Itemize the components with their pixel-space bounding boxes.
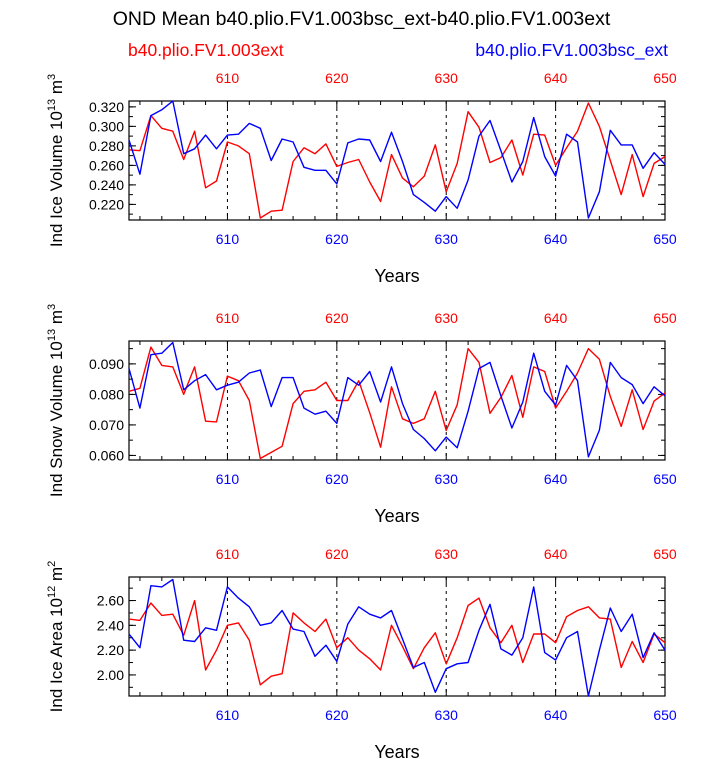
snow-volume-yaxis-title-superscript: 3 xyxy=(46,304,58,310)
ice-volume-xtick-label-bottom: 620 xyxy=(325,231,349,247)
ice-volume-yaxis-title: Ind Ice Volume 1013 m3 xyxy=(46,74,66,247)
ice-area-xtick-label-top: 650 xyxy=(653,546,677,562)
ice-area-xtick-label-bottom: 640 xyxy=(544,707,568,723)
ice-area-xtick-label-bottom: 630 xyxy=(435,707,459,723)
ice-volume-plot-frame xyxy=(128,100,666,221)
ice-area-yaxis-title-part: Ind Ice Area 10 xyxy=(47,598,66,712)
snow-volume-yaxis-title-part: m xyxy=(47,310,66,329)
ice-area-plot-frame xyxy=(128,576,666,697)
snow-volume-xtick-label-top: 620 xyxy=(325,310,349,326)
snow-volume-xtick-label-bottom: 650 xyxy=(653,471,677,487)
ice-volume-xtick-label-top: 620 xyxy=(325,70,349,86)
ice-volume-yaxis-title-superscript: 3 xyxy=(46,74,58,80)
ice-area-xtick-label-bottom: 610 xyxy=(216,707,240,723)
ice-volume-ytick-label: 0.280 xyxy=(89,138,124,154)
snow-volume-ytick-label: 0.060 xyxy=(89,447,124,463)
ice-area-xtick-label-bottom: 620 xyxy=(325,707,349,723)
snow-volume-xtick-label-bottom: 610 xyxy=(216,471,240,487)
snow-volume-plot-frame xyxy=(128,340,666,461)
ice-area-ytick-label: 2.00 xyxy=(97,667,124,683)
ice-area-xtick-label-top: 640 xyxy=(544,546,568,562)
ice-volume-xtick-label-bottom: 650 xyxy=(653,231,677,247)
ice-area-xaxis-title: Years xyxy=(374,742,419,759)
ice-area-yaxis-title: Ind Ice Area 1012 m2 xyxy=(46,561,66,713)
ice-volume-ytick-label: 0.240 xyxy=(89,177,124,193)
ice-area-chart: 610 610 620 620 630 630 640 640 650 650 2.00 2.20 2.… xyxy=(46,546,677,759)
ice-volume-ytick-label: 0.320 xyxy=(89,99,124,115)
ice-area-yaxis-title-part: m xyxy=(47,567,66,586)
legend-blue-series: b40.plio.FV1.003bsc_ext xyxy=(475,40,668,60)
ice-volume-xtick-label-top: 640 xyxy=(544,70,568,86)
ice-area-ytick-label: 2.60 xyxy=(97,593,124,609)
snow-volume-xaxis-title: Years xyxy=(374,506,419,526)
ice-volume-xtick-label-bottom: 630 xyxy=(435,231,459,247)
snow-volume-xtick-label-bottom: 630 xyxy=(435,471,459,487)
ice-area-xtick-label-top: 630 xyxy=(435,546,459,562)
ice-area-yaxis-title-superscript: 2 xyxy=(46,561,58,567)
snow-volume-xtick-label-top: 650 xyxy=(653,310,677,326)
snow-volume-ytick-label: 0.090 xyxy=(89,356,124,372)
ice-area-xtick-label-top: 620 xyxy=(325,546,349,562)
snow-volume-series-red-line xyxy=(128,346,666,460)
snow-volume-chart: 610 610 620 620 630 630 640 640 650 650 0.060 0.070… xyxy=(46,304,677,526)
ice-volume-ytick-label: 0.220 xyxy=(89,196,124,212)
snow-volume-yaxis-title: Ind Snow Volume 1013 m3 xyxy=(46,304,66,497)
ice-area-xtick-label-bottom: 650 xyxy=(653,707,677,723)
ice-volume-series-blue-line xyxy=(128,100,666,219)
ice-volume-chart: 610 610 620 620 630 630 640 640 650 650 0.220 0.240… xyxy=(46,70,677,286)
page-title: OND Mean b40.plio.FV1.003bsc_ext-b40.pli… xyxy=(112,8,611,30)
ice-area-ytick-label: 2.40 xyxy=(97,617,124,633)
snow-volume-ytick-label: 0.080 xyxy=(89,386,124,402)
ice-volume-xtick-label-top: 650 xyxy=(653,70,677,86)
ice-volume-xtick-label-top: 610 xyxy=(216,70,240,86)
ice-volume-ytick-label: 0.300 xyxy=(89,118,124,134)
ice-area-yaxis-title-superscript: 12 xyxy=(46,586,58,598)
legend-red-series: b40.plio.FV1.003ext xyxy=(128,40,284,60)
ice-area-series-red-line xyxy=(128,597,666,686)
ice-area-ytick-label: 2.20 xyxy=(97,642,124,658)
ice-volume-series-red-line xyxy=(128,102,666,219)
snow-volume-xtick-label-bottom: 620 xyxy=(325,471,349,487)
ice-volume-yaxis-title-superscript: 13 xyxy=(46,99,58,111)
ice-volume-xtick-label-top: 630 xyxy=(435,70,459,86)
ice-area-series-blue-line xyxy=(128,578,666,697)
ice-volume-yaxis-title-part: m xyxy=(47,80,66,99)
snow-volume-yaxis-title-part: Ind Snow Volume 10 xyxy=(47,341,66,497)
snow-volume-xtick-label-top: 640 xyxy=(544,310,568,326)
snow-volume-series-blue-line xyxy=(128,341,666,458)
snow-volume-yaxis-title-superscript: 13 xyxy=(46,329,58,341)
snow-volume-xtick-label-top: 610 xyxy=(216,310,240,326)
ice-volume-xaxis-title: Years xyxy=(374,266,419,286)
ice-volume-xtick-label-bottom: 640 xyxy=(544,231,568,247)
ice-volume-xtick-label-bottom: 610 xyxy=(216,231,240,247)
ice-volume-yaxis-title-part: Ind Ice Volume 10 xyxy=(47,111,66,247)
snow-volume-ytick-label: 0.070 xyxy=(89,417,124,433)
ice-volume-ytick-label: 0.260 xyxy=(89,157,124,173)
snow-volume-xtick-label-bottom: 640 xyxy=(544,471,568,487)
ice-area-xtick-label-top: 610 xyxy=(216,546,240,562)
snow-volume-xtick-label-top: 630 xyxy=(435,310,459,326)
